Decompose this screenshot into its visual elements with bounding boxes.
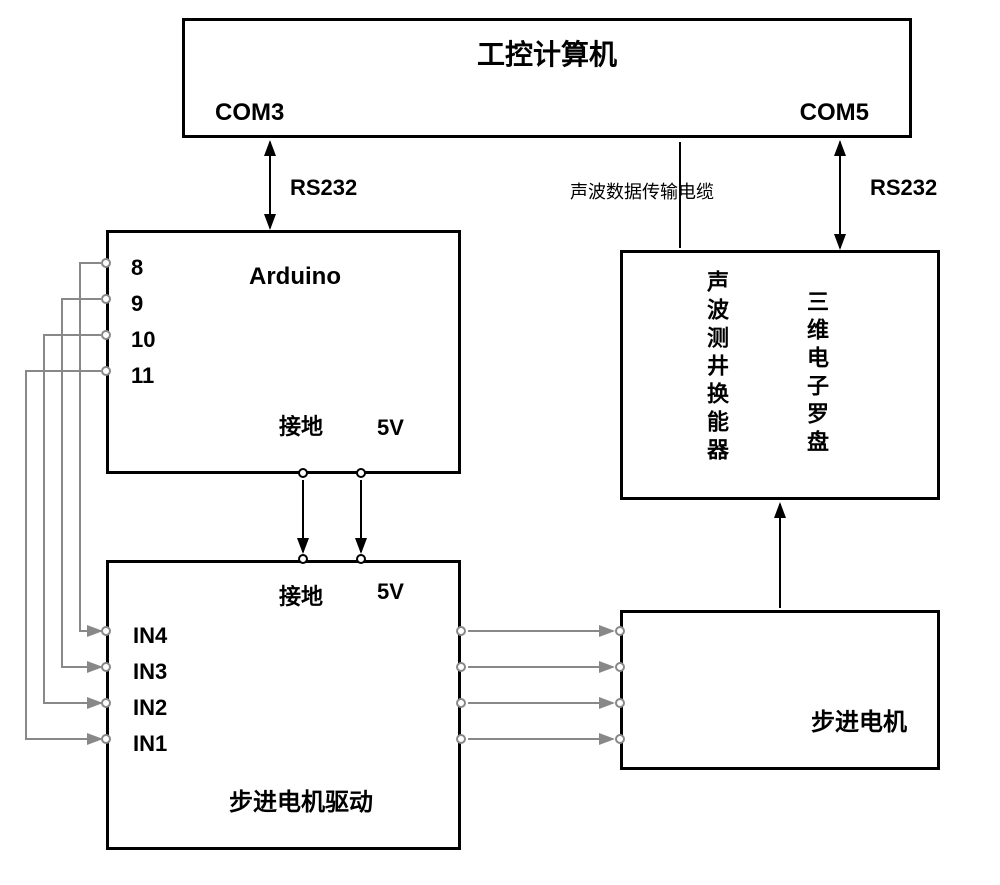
driver-gnd-dot	[298, 554, 308, 564]
com3-label: COM3	[215, 99, 284, 127]
driver-in1-dot	[101, 734, 111, 744]
in1-label: IN1	[133, 731, 167, 757]
driver-5v-dot	[356, 554, 366, 564]
diagram-canvas: 工控计算机 COM3 COM5 Arduino 8 9 10 11 接地 5V …	[0, 0, 1000, 885]
driver-in2-dot	[101, 698, 111, 708]
arduino-box: Arduino 8 9 10 11 接地 5V	[106, 230, 461, 474]
pin9-label: 9	[131, 291, 143, 317]
motor-title: 步进电机	[811, 702, 907, 737]
in4-label: IN4	[133, 623, 167, 649]
computer-box: 工控计算机 COM3 COM5	[182, 18, 912, 138]
sensor-col2: 三维电子罗盘	[800, 290, 832, 490]
arduino-pin11-dot	[101, 366, 111, 376]
motor-in1-dot	[615, 626, 625, 636]
sensor-box	[620, 250, 940, 500]
driver-in4-dot	[101, 626, 111, 636]
pin11-label: 11	[131, 363, 154, 389]
rs232-left-label: RS232	[290, 175, 357, 201]
arduino-5v-dot	[356, 468, 366, 478]
pin8-label: 8	[131, 255, 143, 281]
arduino-pin9-dot	[101, 294, 111, 304]
arduino-5v-label: 5V	[377, 415, 404, 441]
driver-gnd-label: 接地	[279, 579, 323, 611]
driver-out3-dot	[456, 698, 466, 708]
driver-out4-dot	[456, 734, 466, 744]
motor-box: 步进电机	[620, 610, 940, 770]
arduino-pin8-dot	[101, 258, 111, 268]
arduino-gnd-label: 接地	[279, 409, 323, 441]
driver-out2-dot	[456, 662, 466, 672]
driver-box: 步进电机驱动 IN4 IN3 IN2 IN1 接地 5V	[106, 560, 461, 850]
com5-label: COM5	[800, 99, 869, 127]
rs232-right-label: RS232	[870, 175, 937, 201]
driver-out1-dot	[456, 626, 466, 636]
motor-in2-dot	[615, 662, 625, 672]
computer-title: 工控计算机	[185, 33, 909, 73]
in3-label: IN3	[133, 659, 167, 685]
pin10-label: 10	[131, 327, 155, 353]
driver-title: 步进电机驱动	[229, 782, 373, 817]
cable-label: 声波数据传输电缆	[570, 178, 714, 204]
motor-in4-dot	[615, 734, 625, 744]
in2-label: IN2	[133, 695, 167, 721]
arduino-gnd-dot	[298, 468, 308, 478]
motor-in3-dot	[615, 698, 625, 708]
arduino-pin10-dot	[101, 330, 111, 340]
driver-in3-dot	[101, 662, 111, 672]
sensor-col1: 声波测井换能器	[700, 270, 732, 490]
driver-5v-label: 5V	[377, 579, 404, 605]
arduino-title: Arduino	[249, 263, 341, 291]
